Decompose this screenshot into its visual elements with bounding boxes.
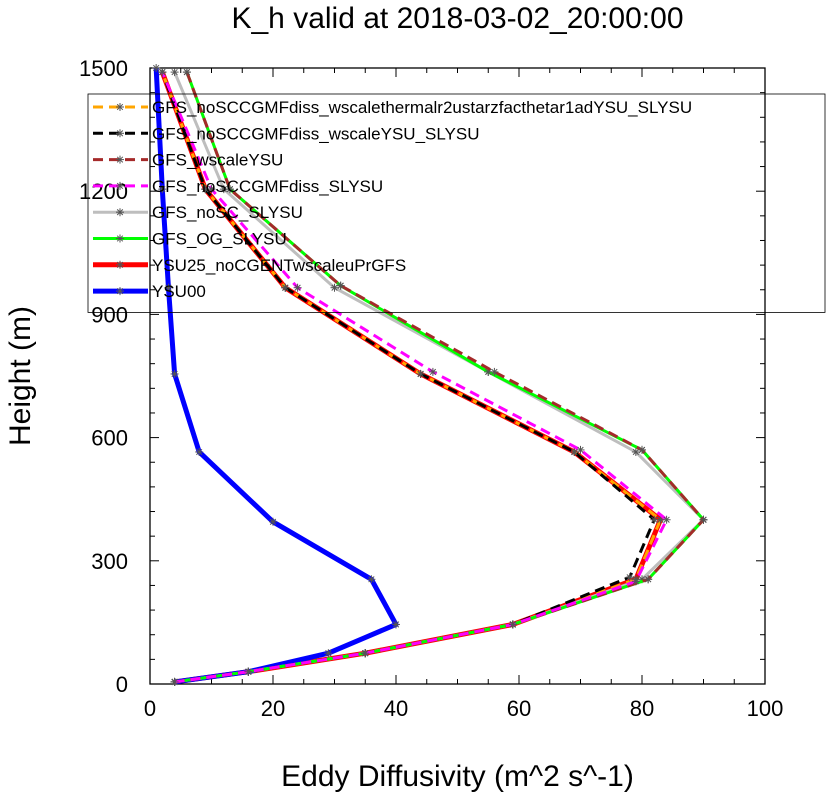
legend-label: YSU00: [152, 282, 206, 301]
legend-item: GFS_wscaleYSU: [93, 151, 283, 170]
series-point: [330, 283, 339, 292]
series-point: [182, 68, 191, 77]
series-point: [244, 667, 253, 676]
legend-box: [87, 93, 826, 313]
legend-label: YSU25_noCGENTwscaleuPrGFS: [152, 256, 406, 275]
x-tick-label: 20: [261, 696, 285, 721]
series-point: [116, 287, 124, 296]
y-tick-label: 1500: [79, 56, 128, 81]
series-point: [269, 517, 277, 526]
axis-ticks: 0 20 40 60 80 100 0 300 600 900 1200 1500: [79, 56, 783, 721]
y-tick-label: 1200: [79, 179, 128, 204]
series-point: [625, 573, 634, 582]
series-point: [490, 367, 499, 376]
chart-title: K_h valid at 2018-03-02_20:00:00: [231, 2, 683, 35]
series-point: [116, 181, 124, 190]
y-tick-label: 900: [91, 302, 128, 327]
legend-item: GFS_noSCCGMFdiss_SLYSU: [93, 177, 383, 196]
series-point: [361, 649, 370, 658]
series-point: [207, 185, 216, 194]
legend-label: GFS_wscaleYSU: [152, 151, 283, 170]
series-point: [170, 68, 179, 77]
y-tick-label: 600: [91, 426, 128, 451]
series-point: [293, 283, 302, 292]
series-point: [638, 445, 646, 454]
y-tick-label: 300: [91, 549, 128, 574]
series-point: [392, 620, 400, 629]
series-point: [416, 369, 425, 378]
series-point: [428, 367, 437, 376]
series-point: [195, 447, 204, 456]
legend-item: GFS_OG_SLYSU: [93, 230, 287, 249]
series-line: [160, 71, 669, 684]
series-point: [367, 575, 376, 584]
series-point: [662, 515, 671, 524]
series-point: [170, 677, 179, 686]
series-point: [152, 64, 161, 72]
series-point: [324, 649, 333, 658]
legend-label: GFS_OG_SLYSU: [152, 230, 287, 249]
x-axis-title: Eddy Diffusivity (m^2 s^-1): [281, 760, 634, 793]
series-point: [158, 185, 167, 194]
series-point: [116, 103, 124, 111]
y-tick-label: 0: [116, 672, 128, 697]
series-layer: [152, 64, 708, 686]
legend-label: GFS_noSCCGMFdiss_wscaleYSU_SLYSU: [152, 124, 480, 143]
x-tick-label: 80: [630, 696, 654, 721]
x-tick-label: 100: [747, 696, 784, 721]
x-tick-label: 60: [507, 696, 531, 721]
series-point: [116, 234, 124, 243]
legend-item: GFS_noSC_SLYSU: [93, 203, 303, 222]
series-point: [158, 68, 167, 77]
series-point: [699, 515, 708, 524]
series-point: [170, 369, 179, 378]
y-axis-title: Height (m): [4, 306, 37, 446]
series-point: [644, 575, 653, 584]
series-point: [650, 515, 659, 524]
series-point: [576, 445, 585, 454]
legend-label: GFS_noSC_SLYSU: [152, 203, 303, 222]
series-point: [116, 155, 124, 164]
legend-item: GFS_noSCCGMFdiss_wscaleYSU_SLYSU: [93, 124, 480, 143]
series-point: [225, 185, 234, 194]
series-point: [116, 129, 124, 138]
legend-item: GFS_noSCCGMFdiss_wscalethermalr2ustarzfa…: [93, 98, 692, 117]
legend-label: GFS_noSCCGMFdiss_SLYSU: [152, 177, 383, 196]
series-point: [336, 281, 345, 290]
legend: GFS_noSCCGMFdiss_wscalethermalr2ustarzfa…: [87, 93, 826, 313]
x-tick-label: 0: [144, 696, 156, 721]
series-point: [116, 208, 124, 217]
series-point: [164, 283, 173, 292]
legend-item: YSU00: [93, 282, 206, 301]
series-point: [116, 260, 124, 269]
series-point: [570, 447, 579, 456]
series-4: [158, 68, 671, 686]
series-point: [631, 447, 640, 456]
series-point: [508, 620, 517, 629]
legend-label: GFS_noSCCGMFdiss_wscalethermalr2ustarzfa…: [152, 98, 692, 117]
series-point: [631, 577, 640, 586]
legend-item: YSU25_noCGENTwscaleuPrGFS: [93, 256, 406, 275]
x-tick-label: 40: [384, 696, 408, 721]
series-point: [281, 283, 290, 292]
